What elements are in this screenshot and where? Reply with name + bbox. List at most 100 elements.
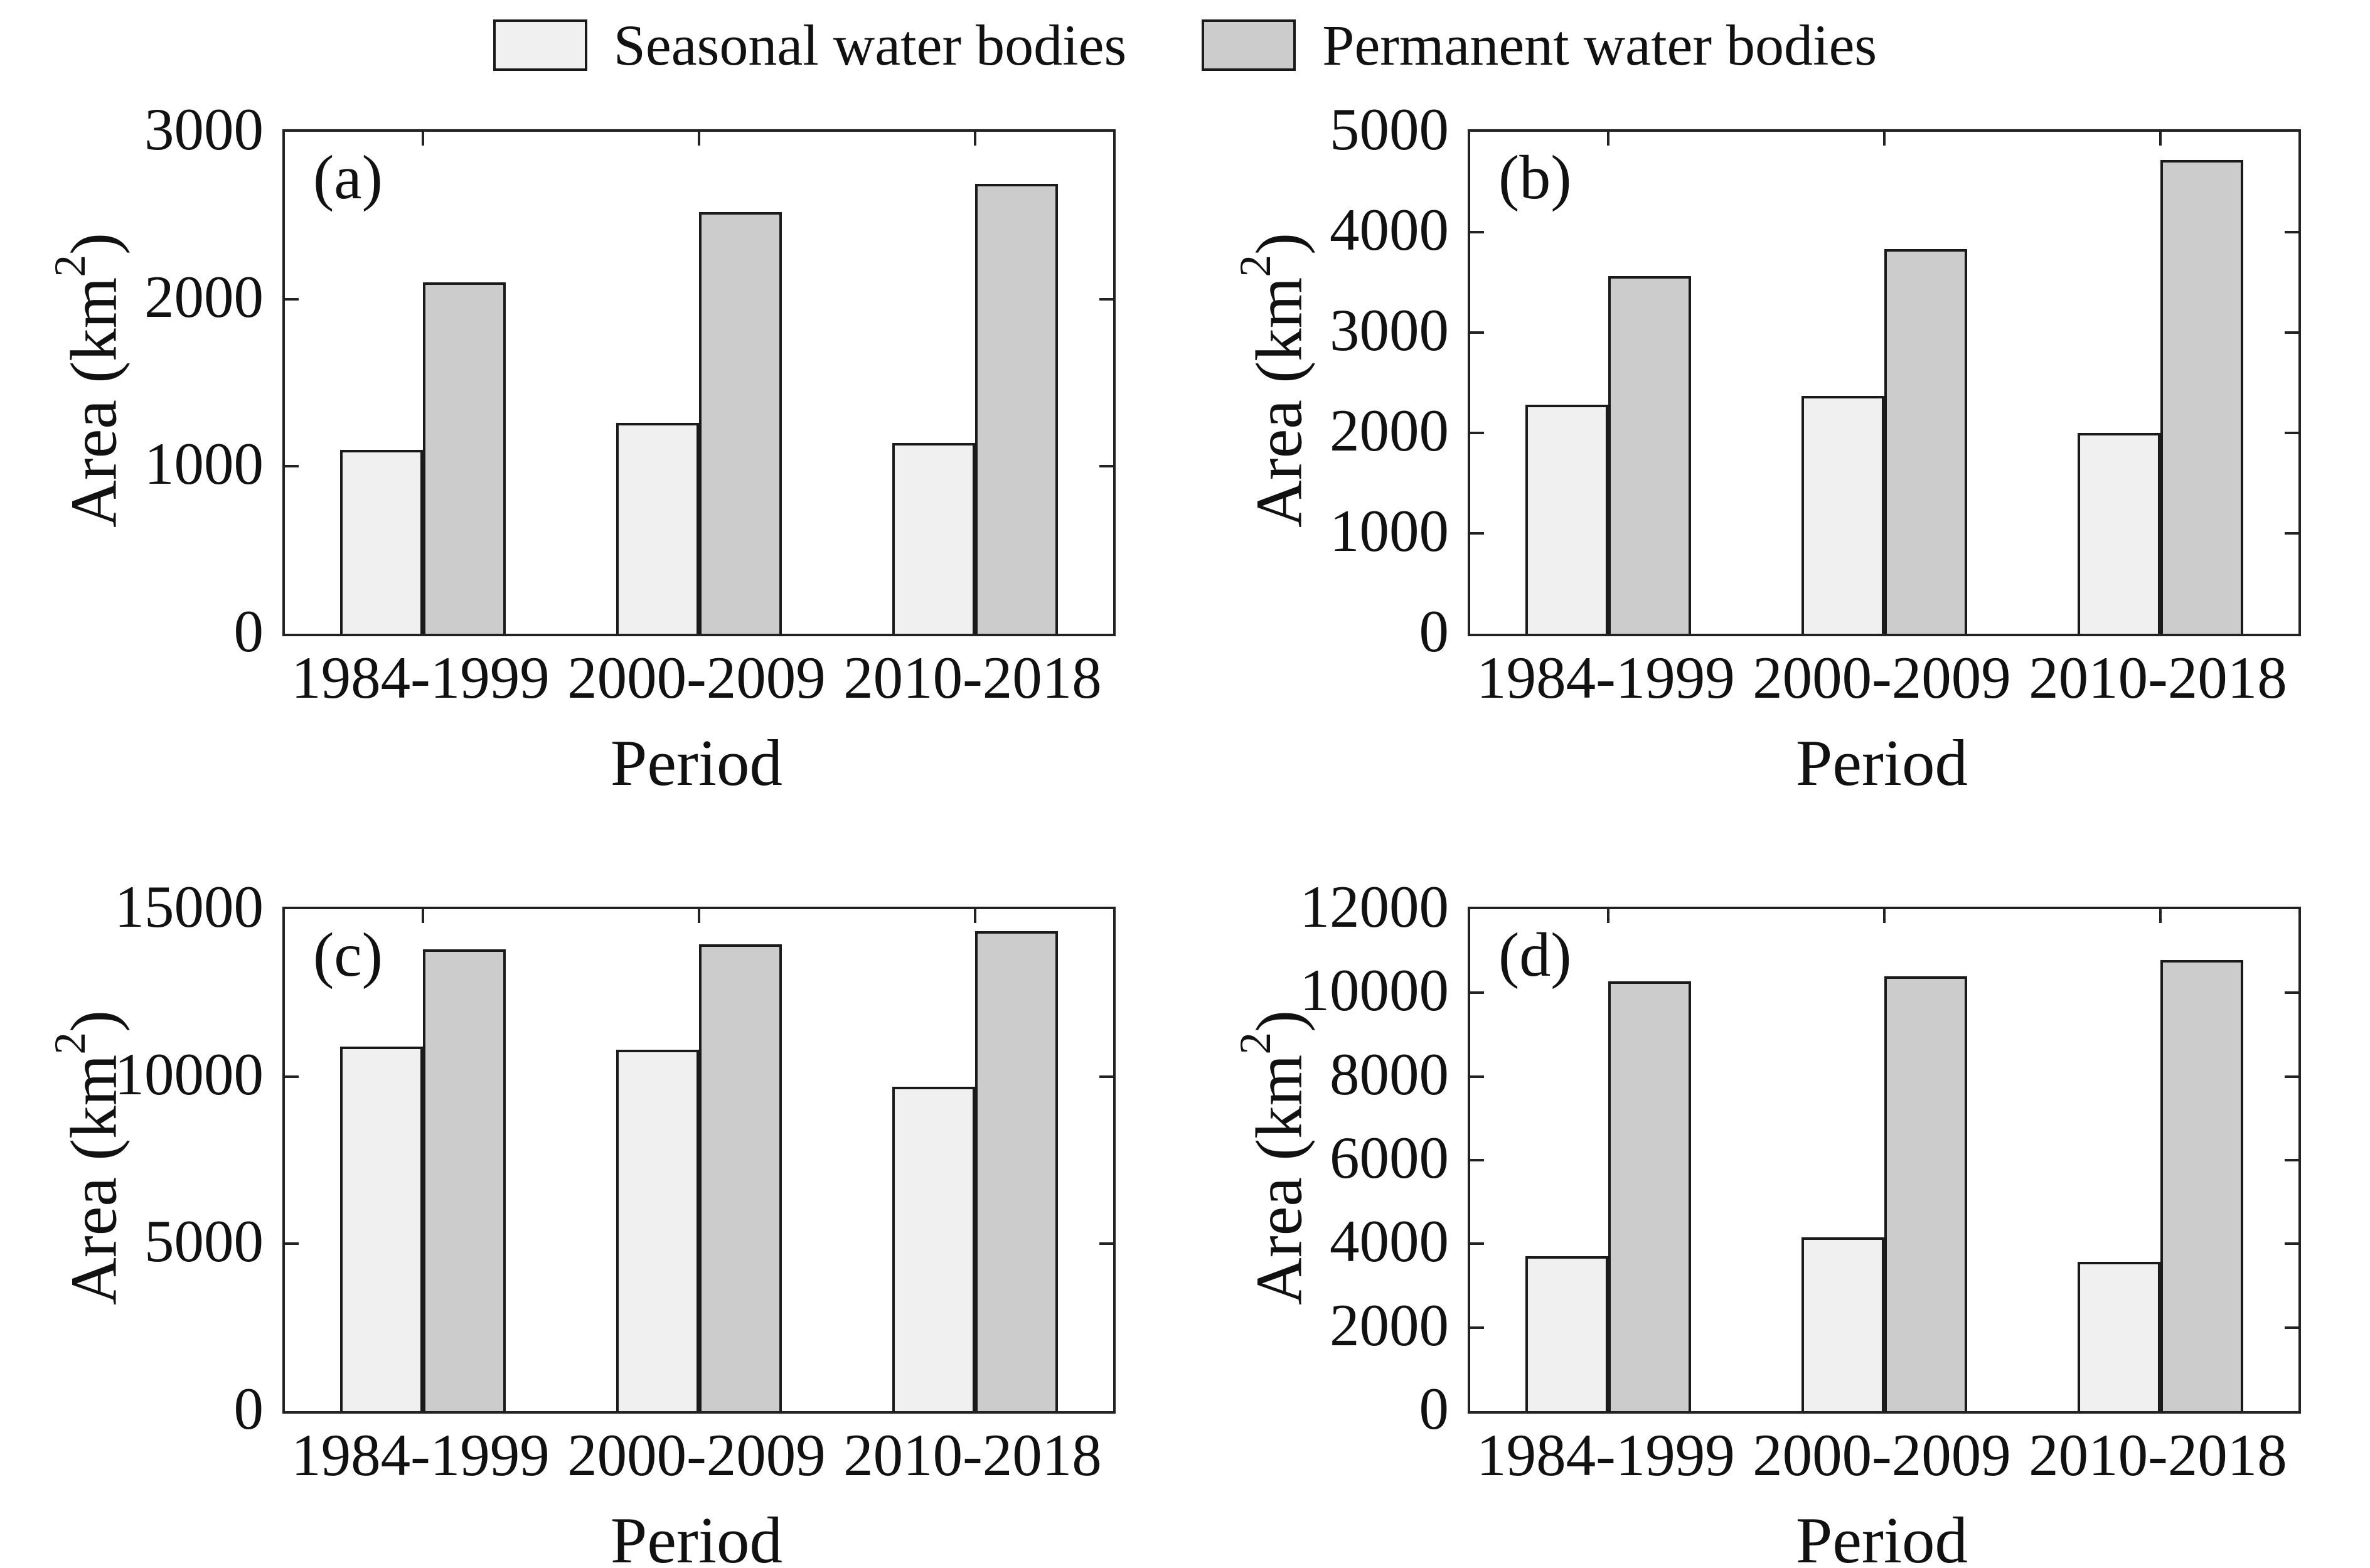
- plot-inner: (d): [1470, 909, 2298, 1411]
- panel-a: Area (km2) (a) 0 1000 2000 3000 1984-1999 2000-…: [0, 82, 1185, 816]
- y-tick-label: 0: [233, 1375, 264, 1442]
- y-tick-mark: [1470, 331, 1484, 334]
- panel-d: Area (km2) (d) 0 2000 4000 6000 8000 10000 12000…: [1185, 859, 2370, 1568]
- y-tick-mark: [1470, 231, 1484, 233]
- y-tick-mark: [285, 1075, 299, 1078]
- x-tick-label: 2010-2018: [2029, 1422, 2287, 1488]
- x-tick-mark: [422, 909, 424, 923]
- x-tick-mark: [1607, 909, 1609, 923]
- plot-inner: (a): [285, 132, 1113, 634]
- bar-seasonal-2010-2018: [892, 443, 975, 634]
- y-tick-label: 1000: [144, 430, 264, 498]
- y-tick-mark: [1099, 1075, 1113, 1078]
- y-tick-mark: [1470, 991, 1484, 995]
- y-tick-label: 2000: [1330, 1291, 1449, 1358]
- x-tick-mark: [974, 909, 976, 923]
- y-tick-mark: [2285, 331, 2298, 334]
- y-tick-label: 0: [233, 598, 264, 664]
- bar-seasonal-2000-2009: [1802, 396, 1884, 634]
- legend-label-seasonal: Seasonal water bodies: [613, 13, 1127, 77]
- bar-seasonal-1984-1999: [340, 450, 423, 634]
- x-tick-label: 2000-2009: [567, 644, 826, 711]
- x-tick-label: 2000-2009: [567, 1422, 826, 1488]
- y-tick-mark: [2285, 1242, 2298, 1245]
- x-axis-label: Period: [1795, 726, 1968, 799]
- plot-area: (c): [282, 907, 1116, 1414]
- plot-inner: (b): [1470, 132, 2298, 634]
- x-tick-label: 1984-1999: [291, 644, 550, 711]
- y-tick-label: 2000: [144, 263, 264, 330]
- panel-letter: (d): [1498, 920, 1572, 989]
- bar-permanent-2000-2009: [699, 944, 782, 1411]
- y-tick-label: 2000: [1330, 397, 1449, 464]
- bar-permanent-1984-1999: [1608, 981, 1691, 1411]
- y-tick-mark: [285, 297, 299, 301]
- y-tick-label: 0: [1419, 598, 1449, 664]
- y-tick-mark: [1470, 1242, 1484, 1245]
- bar-seasonal-2010-2018: [892, 1087, 975, 1411]
- y-tick-mark: [1470, 532, 1484, 535]
- y-tick-label: 8000: [1330, 1040, 1449, 1107]
- panel-letter: (a): [313, 142, 383, 212]
- x-tick-mark: [422, 132, 424, 146]
- y-tick-mark: [2285, 1075, 2298, 1078]
- bar-permanent-2000-2009: [1884, 976, 1967, 1411]
- bar-permanent-2010-2018: [975, 931, 1058, 1411]
- y-tick-mark: [1470, 1326, 1484, 1329]
- bar-seasonal-2000-2009: [1802, 1237, 1884, 1411]
- bar-permanent-2010-2018: [975, 184, 1058, 634]
- x-tick-mark: [698, 132, 700, 146]
- legend-swatch-permanent-icon: [1202, 19, 1296, 71]
- x-tick-mark: [698, 909, 700, 923]
- y-tick-label: 6000: [1330, 1124, 1449, 1191]
- y-tick-mark: [1470, 1075, 1484, 1078]
- x-tick-label: 2010-2018: [843, 1422, 1102, 1488]
- x-axis-label: Period: [610, 726, 783, 799]
- bar-seasonal-2010-2018: [2078, 1262, 2160, 1411]
- x-axis-label: Period: [610, 1503, 783, 1568]
- y-tick-label: 1000: [1330, 498, 1449, 564]
- x-tick-mark: [1883, 909, 1886, 923]
- y-tick-label: 10000: [1300, 957, 1449, 1024]
- y-tick-label: 12000: [1300, 873, 1449, 940]
- y-tick-label: 3000: [144, 96, 264, 163]
- y-tick-label: 5000: [144, 1208, 264, 1275]
- x-tick-mark: [2159, 909, 2162, 923]
- bar-permanent-1984-1999: [423, 282, 506, 634]
- bar-permanent-1984-1999: [1608, 276, 1691, 634]
- bar-seasonal-2000-2009: [616, 1050, 699, 1411]
- y-tick-mark: [2285, 432, 2298, 434]
- bar-permanent-1984-1999: [423, 949, 506, 1411]
- x-tick-label: 1984-1999: [291, 1422, 550, 1488]
- x-tick-mark: [974, 132, 976, 146]
- x-tick-label: 2010-2018: [2029, 644, 2287, 711]
- y-tick-label: 3000: [1330, 297, 1449, 363]
- y-tick-mark: [1470, 432, 1484, 434]
- x-tick-mark: [2159, 132, 2162, 146]
- y-tick-mark: [2285, 991, 2298, 995]
- bar-seasonal-1984-1999: [1525, 1256, 1608, 1411]
- bar-permanent-2000-2009: [1884, 249, 1967, 634]
- y-tick-mark: [1099, 1242, 1113, 1245]
- bar-seasonal-2010-2018: [2078, 433, 2160, 634]
- y-tick-label: 10000: [114, 1040, 264, 1107]
- y-tick-mark: [2285, 532, 2298, 535]
- x-tick-label: 2000-2009: [1753, 644, 2011, 711]
- x-tick-label: 2010-2018: [843, 644, 1102, 711]
- bar-seasonal-1984-1999: [1525, 405, 1608, 634]
- bar-seasonal-2000-2009: [616, 423, 699, 634]
- x-tick-mark: [1607, 132, 1609, 146]
- panel-c: Area (km2) (c) 0 5000 10000 15000 1984-1999 200…: [0, 859, 1185, 1568]
- y-tick-mark: [1099, 297, 1113, 301]
- panel-b: Area (km2) (b) 0 1000 2000 3000 4000 5000 1984-1…: [1185, 82, 2370, 816]
- y-tick-mark: [2285, 1326, 2298, 1329]
- y-tick-label: 4000: [1330, 196, 1449, 263]
- bar-permanent-2010-2018: [2160, 160, 2243, 634]
- legend-swatch-seasonal-icon: [493, 19, 587, 71]
- plot-area: (b): [1468, 129, 2301, 636]
- x-axis-label: Period: [1795, 1503, 1968, 1568]
- y-tick-label: 0: [1419, 1375, 1449, 1442]
- bar-permanent-2010-2018: [2160, 960, 2243, 1411]
- y-tick-mark: [2285, 1159, 2298, 1161]
